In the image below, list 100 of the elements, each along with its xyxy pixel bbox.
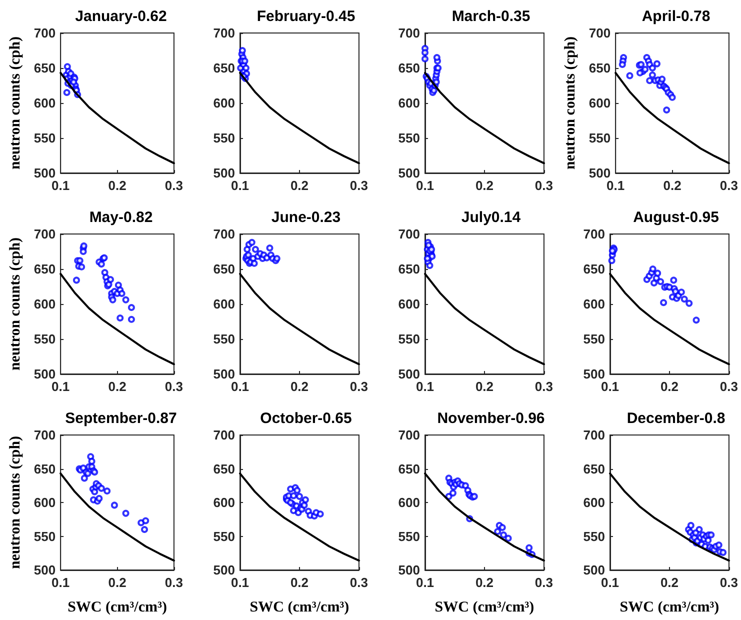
chart-title: June-0.23	[271, 209, 341, 226]
y-tick-label: 550	[34, 130, 56, 146]
x-tick-label: 0.1	[416, 379, 434, 394]
y-tick-label: 500	[398, 366, 420, 382]
y-tick-label: 700	[213, 26, 235, 40]
y-tick-label: 650	[588, 60, 611, 76]
x-tick-label: 0.1	[230, 178, 250, 193]
chart-title: April-0.78	[642, 8, 710, 25]
chart-title: January-0.62	[75, 8, 167, 25]
y-axis-title: neutron counts (cph)	[8, 436, 24, 570]
y-tick-label: 500	[213, 562, 235, 578]
y-tick-label: 550	[398, 528, 420, 544]
y-tick-label: 650	[583, 262, 605, 276]
y-tick-label: 500	[213, 166, 235, 180]
x-tick-label: 0.2	[663, 178, 682, 193]
y-tick-label: 650	[213, 461, 235, 476]
y-tick-label: 700	[34, 226, 56, 242]
y-tick-label: 500	[34, 166, 56, 180]
y-tick-label: 600	[398, 495, 420, 510]
x-tick-label: 0.2	[108, 379, 126, 394]
y-tick-label: 600	[398, 296, 420, 312]
y-tick-label: 650	[213, 60, 235, 76]
y-tick-label: 500	[34, 366, 56, 382]
x-tick-label: 0.1	[600, 379, 620, 394]
chart-title: November-0.96	[437, 410, 545, 427]
x-tick-label: 0.3	[350, 178, 368, 193]
chart-title: August-0.95	[633, 209, 719, 226]
y-tick-label: 550	[588, 130, 611, 146]
y-tick-label: 650	[34, 60, 56, 76]
chart-title: February-0.45	[256, 8, 356, 25]
y-tick-label: 650	[398, 262, 420, 276]
y-tick-label: 700	[398, 226, 420, 242]
y-tick-label: 500	[34, 562, 56, 578]
y-tick-label: 650	[34, 461, 56, 476]
y-tick-label: 600	[213, 96, 235, 110]
y-tick-label: 650	[213, 262, 235, 276]
y-tick-label: 550	[213, 332, 235, 346]
x-tick-label: 0.3	[350, 575, 368, 590]
x-tick-label: 0.3	[350, 379, 368, 394]
y-tick-label: 550	[34, 332, 56, 346]
x-tick-label: 0.1	[52, 575, 70, 590]
x-tick-label: 0.3	[534, 178, 554, 193]
x-tick-label: 0.3	[164, 178, 184, 193]
y-tick-label: 550	[398, 332, 420, 346]
y-tick-label: 550	[583, 528, 605, 544]
x-tick-label: 0.2	[290, 575, 309, 590]
x-tick-label: 0.1	[606, 178, 625, 193]
x-tick-label: 0.1	[416, 575, 434, 590]
x-tick-label: 0.1	[52, 379, 70, 394]
chart-title: May-0.82	[89, 209, 153, 226]
y-tick-label: 500	[398, 166, 420, 180]
y-tick-label: 700	[34, 428, 56, 442]
x-axis-title: SWC (cm³/cm³)	[620, 600, 720, 616]
x-tick-label: 0.2	[475, 575, 494, 590]
y-tick-label: 600	[588, 96, 611, 110]
y-tick-label: 700	[398, 26, 420, 40]
y-tick-label: 500	[588, 166, 611, 180]
y-axis-title: neutron counts (cph)	[8, 237, 24, 371]
chart-title: March-0.35	[452, 8, 530, 25]
y-tick-label: 600	[398, 96, 420, 110]
y-tick-label: 550	[213, 130, 235, 146]
x-tick-label: 0.3	[534, 379, 554, 394]
y-tick-label: 500	[583, 562, 605, 578]
y-axis-title: neutron counts (cph)	[562, 36, 578, 170]
y-tick-label: 600	[34, 96, 56, 110]
chart-title: October-0.65	[260, 410, 352, 427]
y-tick-label: 550	[213, 528, 235, 544]
y-tick-label: 600	[213, 495, 235, 510]
x-tick-label: 0.2	[660, 575, 679, 590]
y-tick-label: 700	[213, 428, 235, 442]
y-tick-label: 600	[583, 296, 605, 312]
y-tick-label: 700	[588, 26, 611, 40]
y-tick-label: 600	[213, 296, 235, 312]
x-tick-label: 0.2	[290, 178, 309, 193]
y-tick-label: 650	[583, 461, 605, 476]
y-tick-label: 650	[34, 262, 56, 276]
chart-title: July0.14	[461, 209, 522, 226]
y-tick-label: 550	[398, 130, 420, 146]
y-tick-label: 550	[583, 332, 605, 346]
chart-title: December-0.8	[626, 410, 726, 427]
y-tick-label: 600	[583, 495, 605, 510]
y-tick-label: 700	[398, 428, 420, 442]
x-tick-label: 0.2	[475, 379, 494, 394]
x-tick-label: 0.2	[290, 379, 309, 394]
y-tick-label: 700	[34, 26, 56, 40]
x-tick-label: 0.1	[52, 178, 70, 193]
x-tick-label: 0.3	[720, 379, 738, 394]
x-tick-label: 0.1	[230, 379, 250, 394]
x-tick-label: 0.3	[164, 379, 184, 394]
x-tick-label: 0.1	[230, 575, 250, 590]
x-tick-label: 0.1	[416, 178, 434, 193]
chart-title: September-0.87	[65, 410, 177, 427]
x-tick-label: 0.2	[108, 178, 126, 193]
y-tick-label: 600	[34, 495, 56, 510]
y-tick-label: 500	[398, 562, 420, 578]
x-tick-label: 0.2	[475, 178, 494, 193]
x-axis-title: SWC (cm³/cm³)	[250, 600, 350, 616]
x-tick-label: 0.3	[534, 575, 554, 590]
x-axis-title: SWC (cm³/cm³)	[434, 600, 534, 616]
y-tick-label: 700	[213, 226, 235, 242]
